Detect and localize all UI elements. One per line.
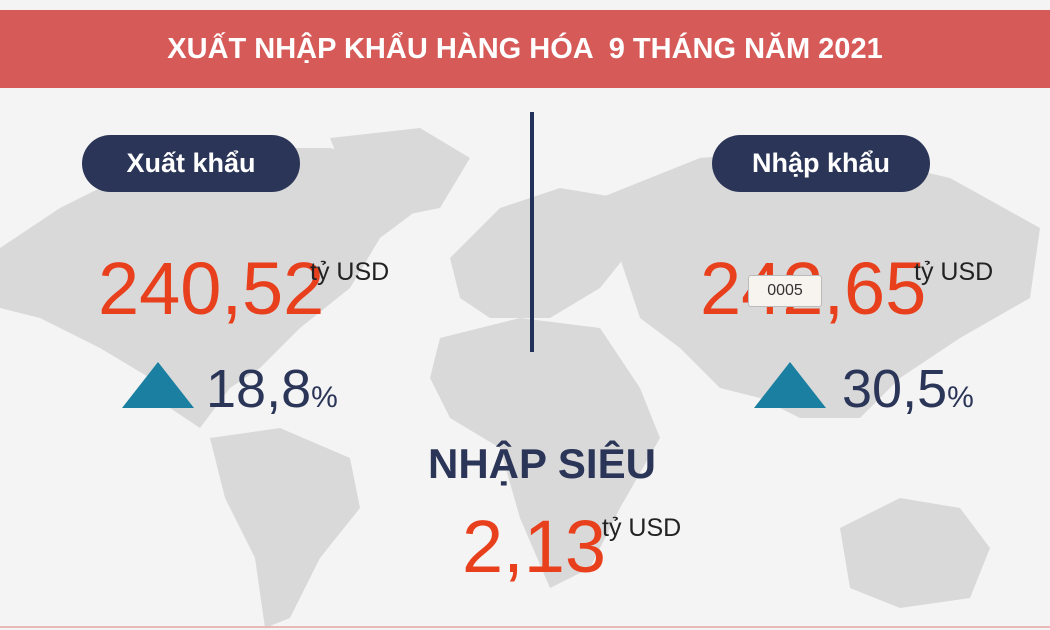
australia [840,498,990,608]
balance-value: 2,13 [462,505,607,588]
export-up-arrow [122,362,194,408]
world-map [0,128,1040,628]
import-growth-value: 30,5 [842,359,948,419]
divider [530,112,534,352]
import-unit: tỷ USD [914,258,994,286]
north-america [0,148,420,428]
import-label: Nhập khẩu [712,135,930,192]
africa [430,318,660,588]
europe [450,188,640,318]
balance-label: NHẬP SIÊU [428,440,656,487]
import-growth-unit: % [947,381,974,414]
export-label: Xuất khẩu [82,135,300,192]
bottom-border [0,626,1050,628]
export-unit: tỷ USD [310,258,390,286]
export-growth-unit: % [311,381,338,414]
title-bar [0,10,1050,88]
export-value: 240,52 [98,247,325,330]
import-growth: 30,5% [842,362,974,425]
greenland [330,128,470,218]
export-growth-value: 18,8 [206,359,312,419]
import-up-arrow [754,362,826,408]
south-america [210,428,360,628]
overlay-tag: 0005 [748,275,822,307]
balance-unit: tỷ USD [602,514,682,542]
export-growth: 18,8% [206,362,338,425]
title: XUẤT NHẬP KHẨU HÀNG HÓA 9 THÁNG NĂM 2021 [167,33,883,65]
